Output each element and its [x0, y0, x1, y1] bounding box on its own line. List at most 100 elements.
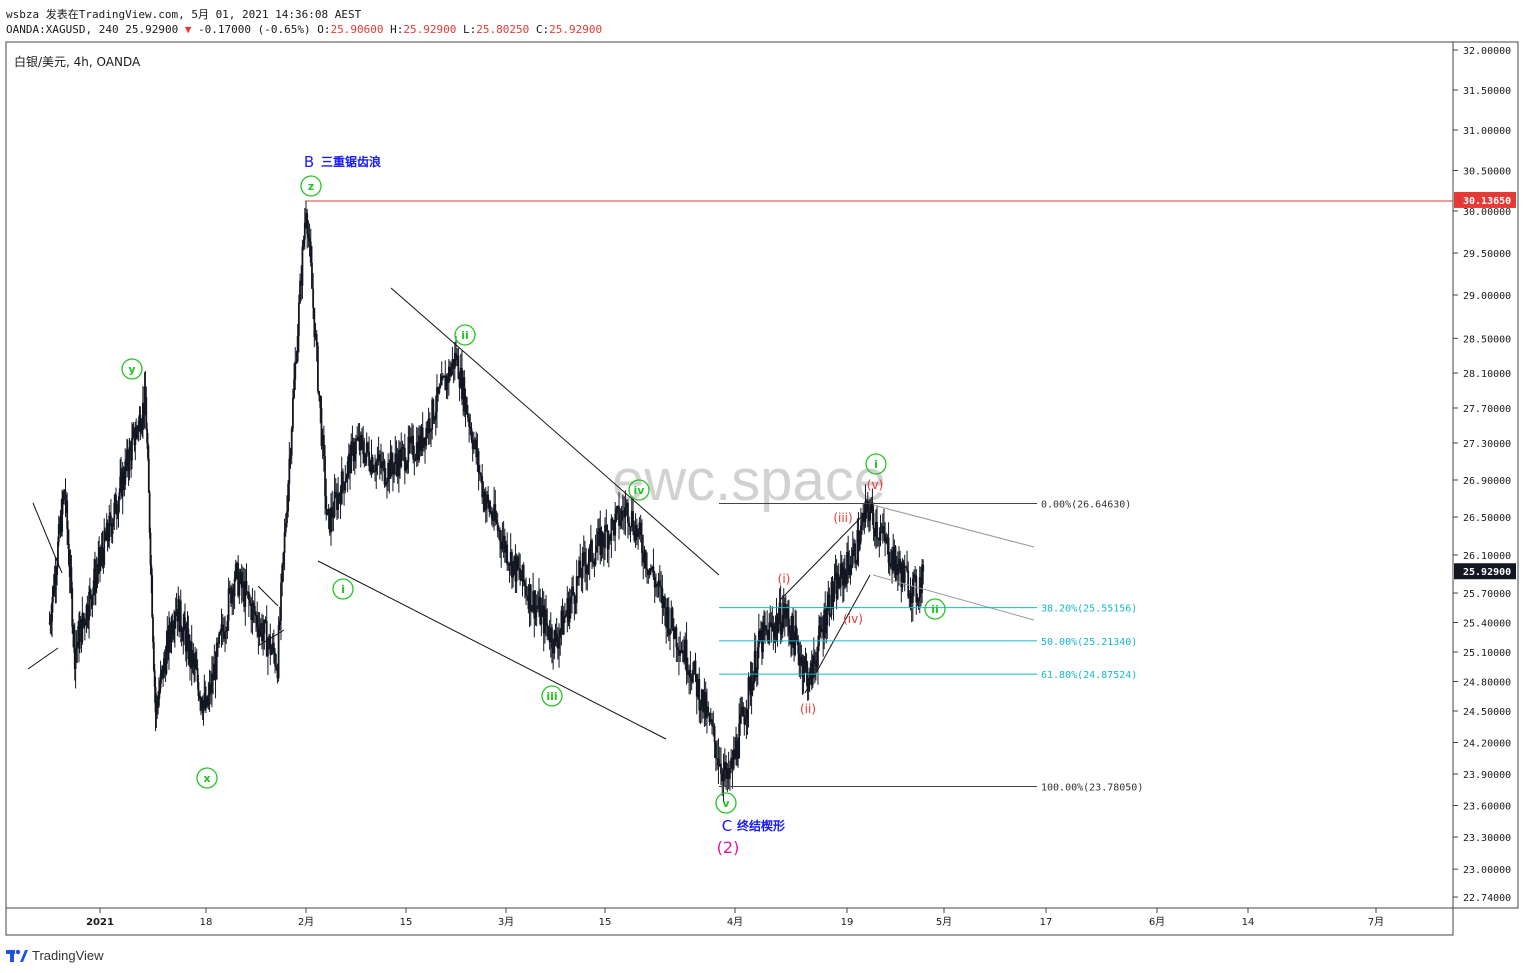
candle-body — [122, 472, 125, 485]
candle-body — [824, 609, 827, 634]
candle-body — [561, 610, 564, 635]
candle-body — [284, 523, 287, 533]
time-axis[interactable] — [5, 907, 1454, 936]
open-label: O: — [317, 23, 331, 36]
candle-body — [433, 418, 436, 421]
candle-body — [614, 513, 617, 536]
candle-body — [566, 598, 569, 615]
candle-body — [871, 502, 874, 513]
candle-body — [589, 540, 592, 548]
candle-body — [646, 568, 648, 571]
candle-body — [380, 461, 382, 469]
candle-body — [634, 524, 637, 541]
candle-body — [735, 741, 737, 758]
candle-body — [228, 587, 231, 589]
y-tick-label: 24.50000 — [1463, 707, 1511, 718]
candle-body — [442, 376, 444, 378]
candle-body — [678, 650, 680, 656]
candle-body — [489, 511, 492, 513]
candle-body — [918, 577, 921, 598]
candle-body — [342, 471, 344, 483]
candle-body — [643, 550, 646, 563]
candle-body — [525, 585, 527, 596]
candle-body — [340, 471, 343, 504]
y-tick-label: 27.30000 — [1463, 439, 1511, 450]
candle-body — [892, 550, 895, 571]
candle-body — [83, 618, 86, 625]
candle-body — [811, 655, 814, 686]
candle-body — [110, 515, 112, 527]
candle-body — [267, 643, 269, 657]
candle-body — [208, 683, 211, 695]
candle-body — [661, 588, 664, 608]
y-tick-label: 28.10000 — [1463, 369, 1511, 380]
candle-body — [509, 551, 512, 566]
candle-body — [319, 395, 322, 408]
candle-body — [568, 603, 571, 623]
candle-body — [432, 399, 435, 421]
candle-body — [741, 706, 744, 714]
candle-body — [623, 513, 626, 518]
candle-body — [297, 302, 300, 336]
candle-body — [417, 442, 419, 461]
y-tick-label: 22.74000 — [1463, 893, 1511, 904]
candle-body — [655, 584, 657, 588]
candle-body — [788, 618, 790, 632]
candle-body — [729, 768, 731, 779]
candle-body — [716, 758, 719, 760]
c-letter: C — [722, 817, 732, 835]
candle-body — [872, 512, 875, 529]
wave-label-i: i — [341, 583, 345, 596]
candle-body — [835, 572, 838, 599]
candle-body — [573, 593, 576, 604]
candle-body — [471, 439, 474, 450]
y-tick-label: 29.00000 — [1463, 291, 1511, 302]
candle-body — [151, 575, 154, 617]
candle-body — [758, 630, 761, 641]
brand-logo[interactable]: TradingView — [6, 945, 104, 965]
candle-body — [856, 530, 859, 564]
candle-body — [755, 669, 758, 678]
candle-body — [837, 574, 840, 587]
candle-body — [361, 434, 363, 441]
candle-body — [799, 659, 802, 666]
candle-body — [106, 522, 109, 540]
candle-body — [698, 679, 701, 711]
candle-body — [172, 630, 175, 635]
candle-body — [505, 544, 507, 553]
candle-body — [908, 596, 911, 598]
candle-body — [153, 670, 156, 687]
candle-body — [243, 581, 245, 607]
candle-body — [738, 723, 741, 758]
candle-body — [91, 594, 94, 606]
candle-body — [625, 502, 628, 508]
candle-body — [440, 376, 443, 386]
candle-body — [791, 615, 793, 645]
candle-body — [73, 629, 76, 669]
candle-body — [367, 442, 369, 452]
x-tick-label: 6月 — [1149, 916, 1165, 928]
candle-body — [457, 355, 460, 379]
candle-body — [286, 511, 288, 524]
early-wedge-line-c — [257, 585, 279, 607]
candle-body — [585, 564, 588, 574]
hline-price-tag — [1454, 191, 1516, 208]
candle-body — [866, 501, 869, 511]
candle-body — [421, 427, 424, 449]
close-value: 25.92900 — [549, 23, 603, 36]
hline-price-label: 30.13650 — [1463, 196, 1511, 207]
candle-body — [850, 564, 853, 569]
candle-body — [767, 629, 770, 644]
candle-body — [665, 607, 668, 628]
candle-body — [468, 417, 470, 427]
candle-body — [134, 438, 137, 446]
candle-body — [408, 436, 411, 444]
candle-body — [549, 627, 552, 643]
price-axis[interactable] — [1452, 41, 1519, 909]
candle-body — [276, 667, 279, 679]
candle-body — [689, 669, 692, 678]
candle-body — [101, 547, 104, 555]
candle-body — [436, 387, 438, 412]
candle-body — [558, 637, 560, 649]
